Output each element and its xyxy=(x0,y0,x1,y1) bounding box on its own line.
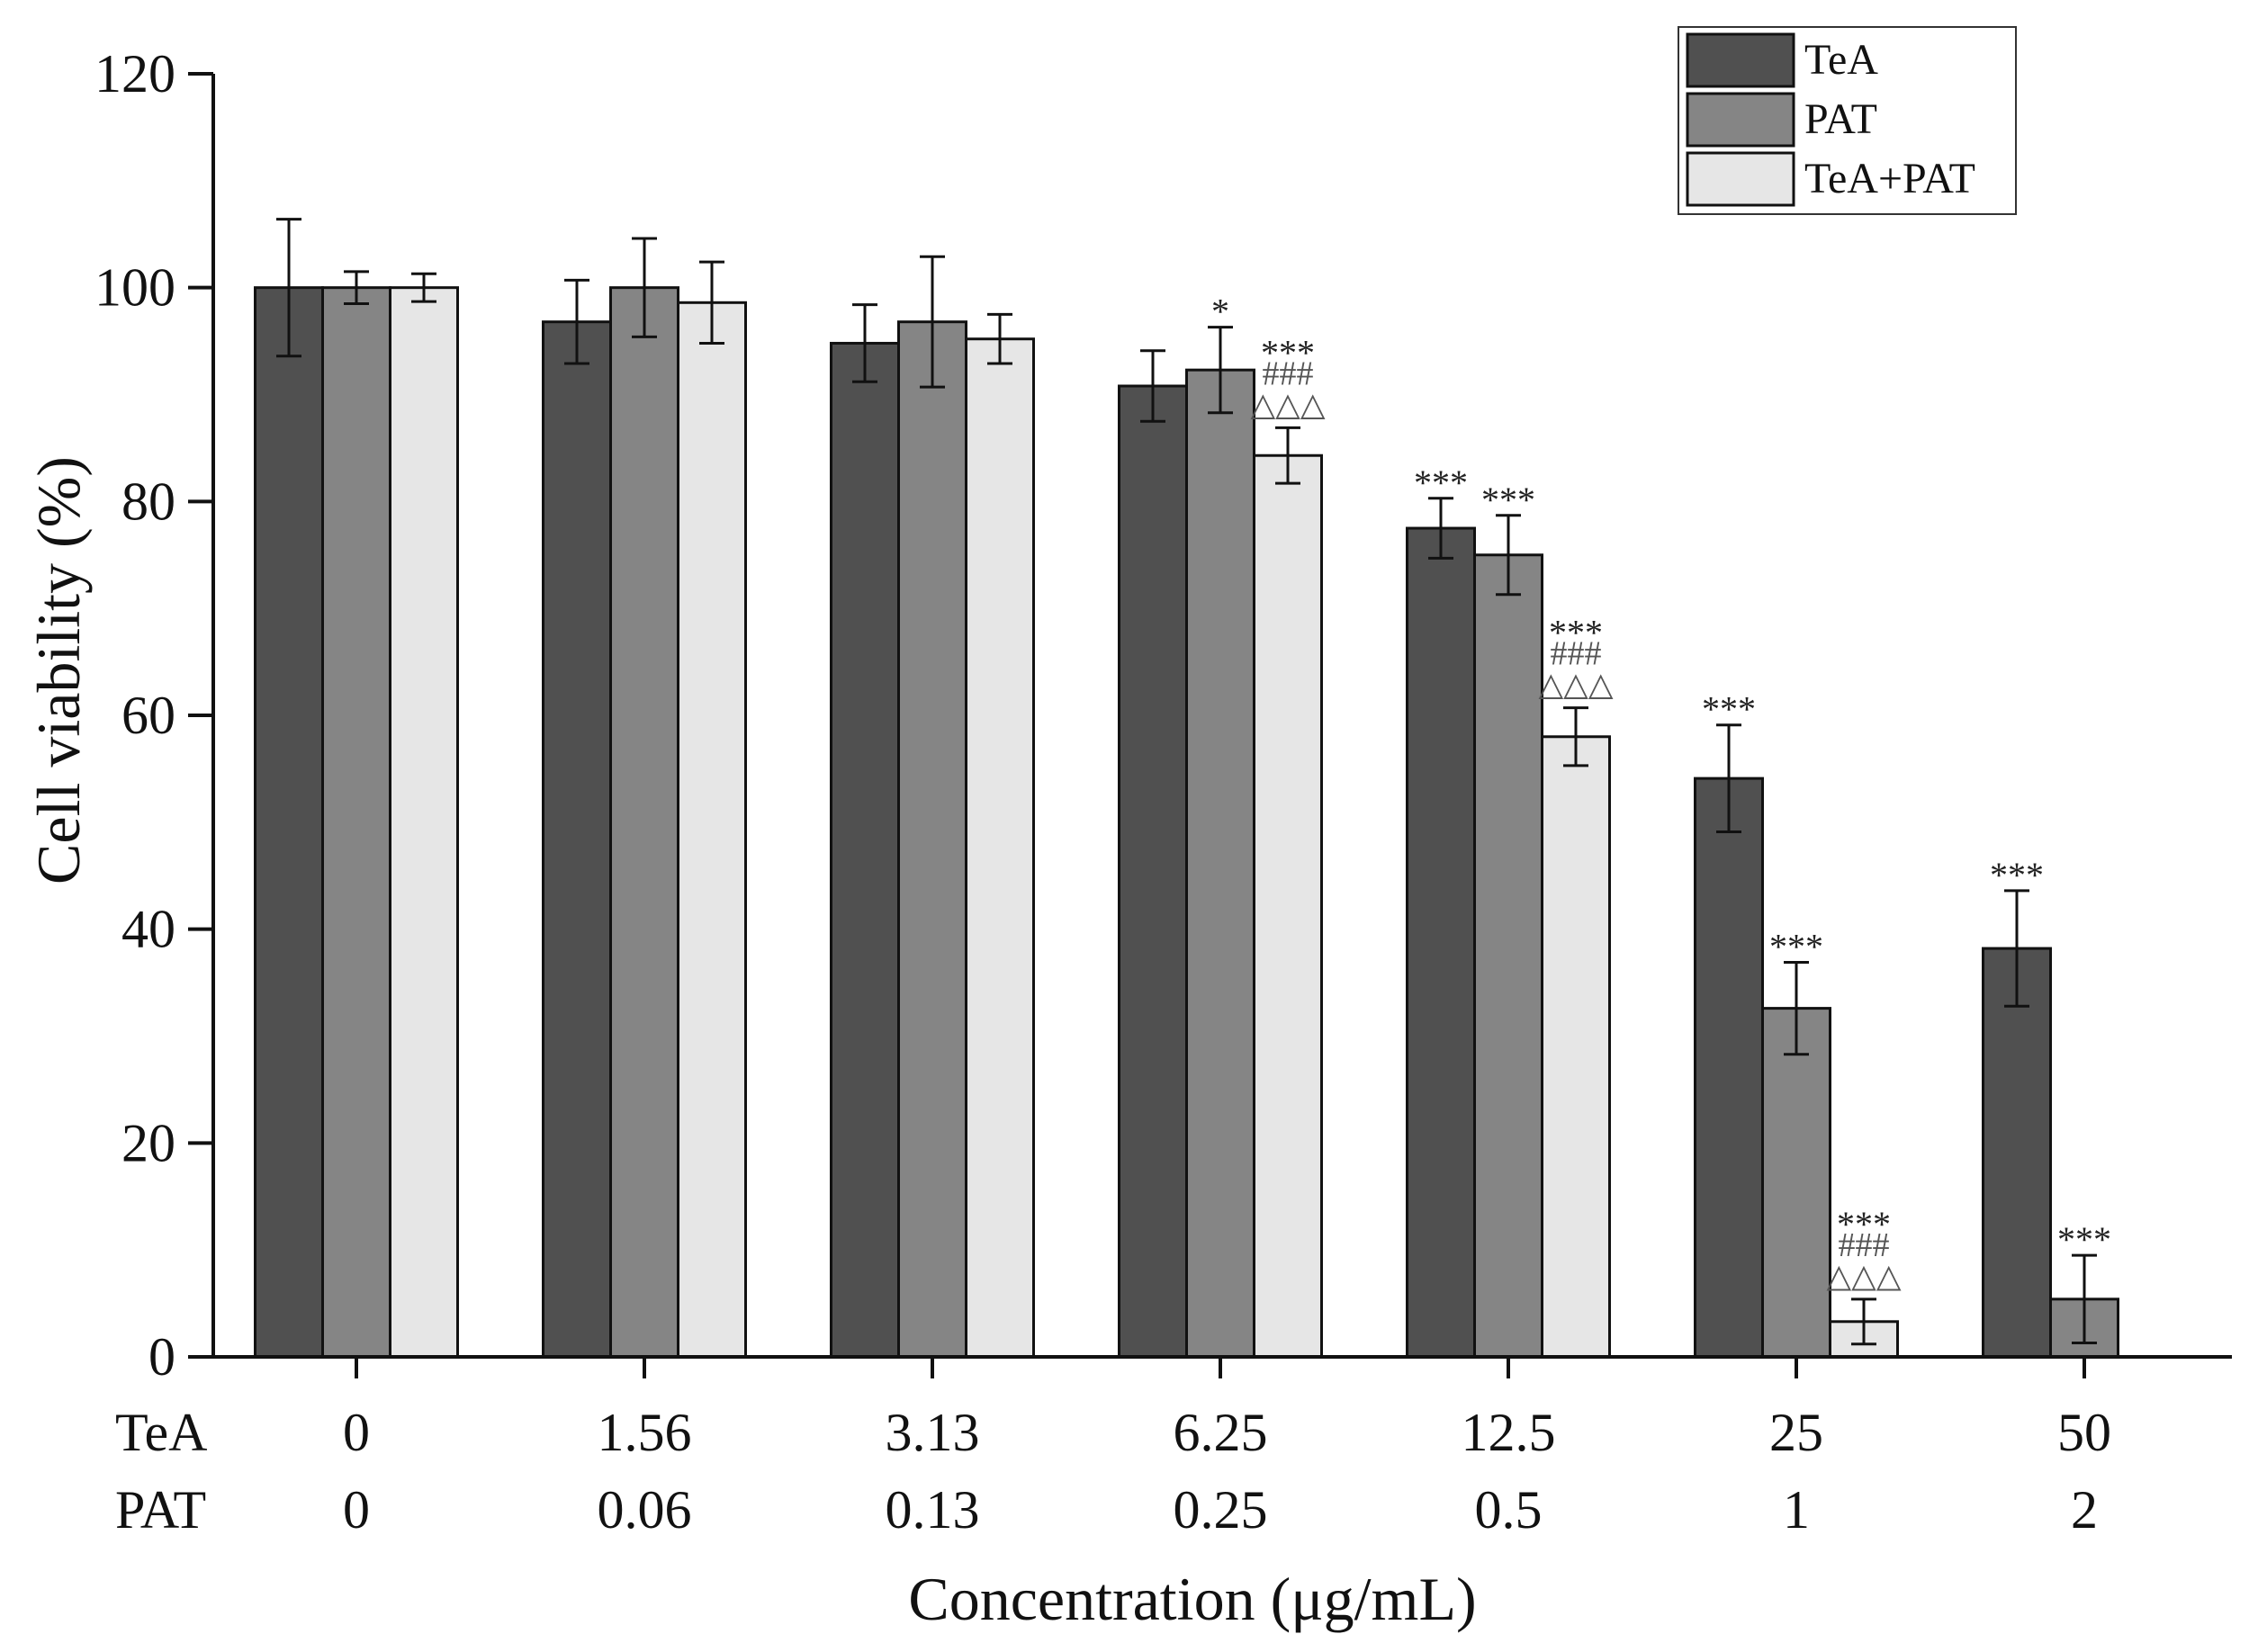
x-axis-title: Concentration (μg/mL) xyxy=(908,1565,1476,1633)
y-tick-label: 100 xyxy=(94,258,175,318)
x-tick-label-pat: 0 xyxy=(343,1480,370,1540)
y-tick-label: 80 xyxy=(121,471,175,531)
sig-triangles: △△△ xyxy=(1538,667,1613,703)
sig-stars: *** xyxy=(1702,689,1756,730)
sig-stars: *** xyxy=(1261,332,1315,373)
row-label-pat: PAT xyxy=(115,1480,206,1540)
bar-tea-pat-0 xyxy=(389,286,459,1359)
legend-swatch-pat xyxy=(1686,92,1795,148)
bar-tea-3.13 xyxy=(830,341,900,1359)
bar-pat-0 xyxy=(321,286,391,1359)
sig-hash: ### xyxy=(1263,355,1314,392)
legend-label-pat: PAT xyxy=(1804,95,1877,143)
x-tick-label-pat: 0.5 xyxy=(1475,1480,1543,1540)
bar-tea-50 xyxy=(1982,947,2052,1359)
y-tick-label: 120 xyxy=(94,44,175,103)
x-tick-label-tea: 0 xyxy=(343,1403,370,1462)
x-tick-label-pat: 0.25 xyxy=(1174,1480,1268,1540)
legend-swatch-tea xyxy=(1686,32,1795,88)
bar-pat-25 xyxy=(1761,1007,1831,1359)
bar-pat-12.5 xyxy=(1473,553,1543,1359)
x-tick-label-tea: 25 xyxy=(1769,1403,1823,1462)
sig-stars: * xyxy=(1211,292,1229,332)
sig-hash: ### xyxy=(1839,1226,1890,1264)
x-tick-label-pat: 2 xyxy=(2071,1480,2098,1540)
sig-stars: *** xyxy=(1837,1204,1891,1244)
y-axis-title: Cell viability (%) xyxy=(24,456,93,884)
x-tick-label-tea: 50 xyxy=(2057,1403,2111,1462)
x-tick-label-pat: 0.06 xyxy=(598,1480,692,1540)
legend-label-tea: TeA xyxy=(1804,36,1878,84)
bar-pat-3.13 xyxy=(897,320,967,1359)
y-tick-label: 40 xyxy=(121,900,175,959)
sig-stars: *** xyxy=(1549,613,1603,653)
sig-hash: ### xyxy=(1551,635,1602,673)
sig-triangles: △△△ xyxy=(1250,386,1325,422)
x-tick-label-pat: 0.13 xyxy=(886,1480,980,1540)
sig-stars: *** xyxy=(1990,855,2044,895)
bar-tea-25 xyxy=(1694,777,1764,1359)
x-tick-label-tea: 6.25 xyxy=(1174,1403,1268,1462)
bar-tea-0 xyxy=(254,286,324,1359)
bar-pat-1.56 xyxy=(609,286,679,1359)
legend: TeA PAT TeA+PAT xyxy=(1678,26,2017,215)
bar-tea-1.56 xyxy=(542,320,612,1359)
y-tick-label: 20 xyxy=(121,1113,175,1172)
x-tick-label-tea: 12.5 xyxy=(1462,1403,1556,1462)
y-tick-label: 0 xyxy=(148,1327,175,1387)
bar-tea-pat-3.13 xyxy=(965,337,1035,1359)
sig-triangles: △△△ xyxy=(1826,1258,1901,1294)
legend-label-tea-pat: TeA+PAT xyxy=(1804,155,1975,202)
row-label-tea: TeA xyxy=(115,1403,207,1462)
bar-tea-12.5 xyxy=(1406,526,1476,1359)
y-tick-label: 60 xyxy=(121,686,175,745)
x-tick-label-pat: 1 xyxy=(1783,1480,1810,1540)
x-tick-label-tea: 3.13 xyxy=(886,1403,980,1462)
x-tick-label-tea: 1.56 xyxy=(598,1403,692,1462)
bar-tea-pat-1.56 xyxy=(677,301,747,1359)
plot-area: 020406080100120001.560.063.130.13*△△△###… xyxy=(94,44,2232,1540)
bar-tea-pat-6.25 xyxy=(1253,453,1323,1359)
legend-swatch-tea-pat xyxy=(1686,151,1795,207)
sig-stars: *** xyxy=(2057,1219,2111,1260)
sig-stars: *** xyxy=(1769,927,1823,967)
sig-stars: *** xyxy=(1481,480,1535,520)
bar-tea-pat-12.5 xyxy=(1541,735,1611,1359)
bar-tea-6.25 xyxy=(1118,384,1188,1359)
sig-stars: *** xyxy=(1414,462,1468,503)
bar-pat-6.25 xyxy=(1185,368,1255,1359)
